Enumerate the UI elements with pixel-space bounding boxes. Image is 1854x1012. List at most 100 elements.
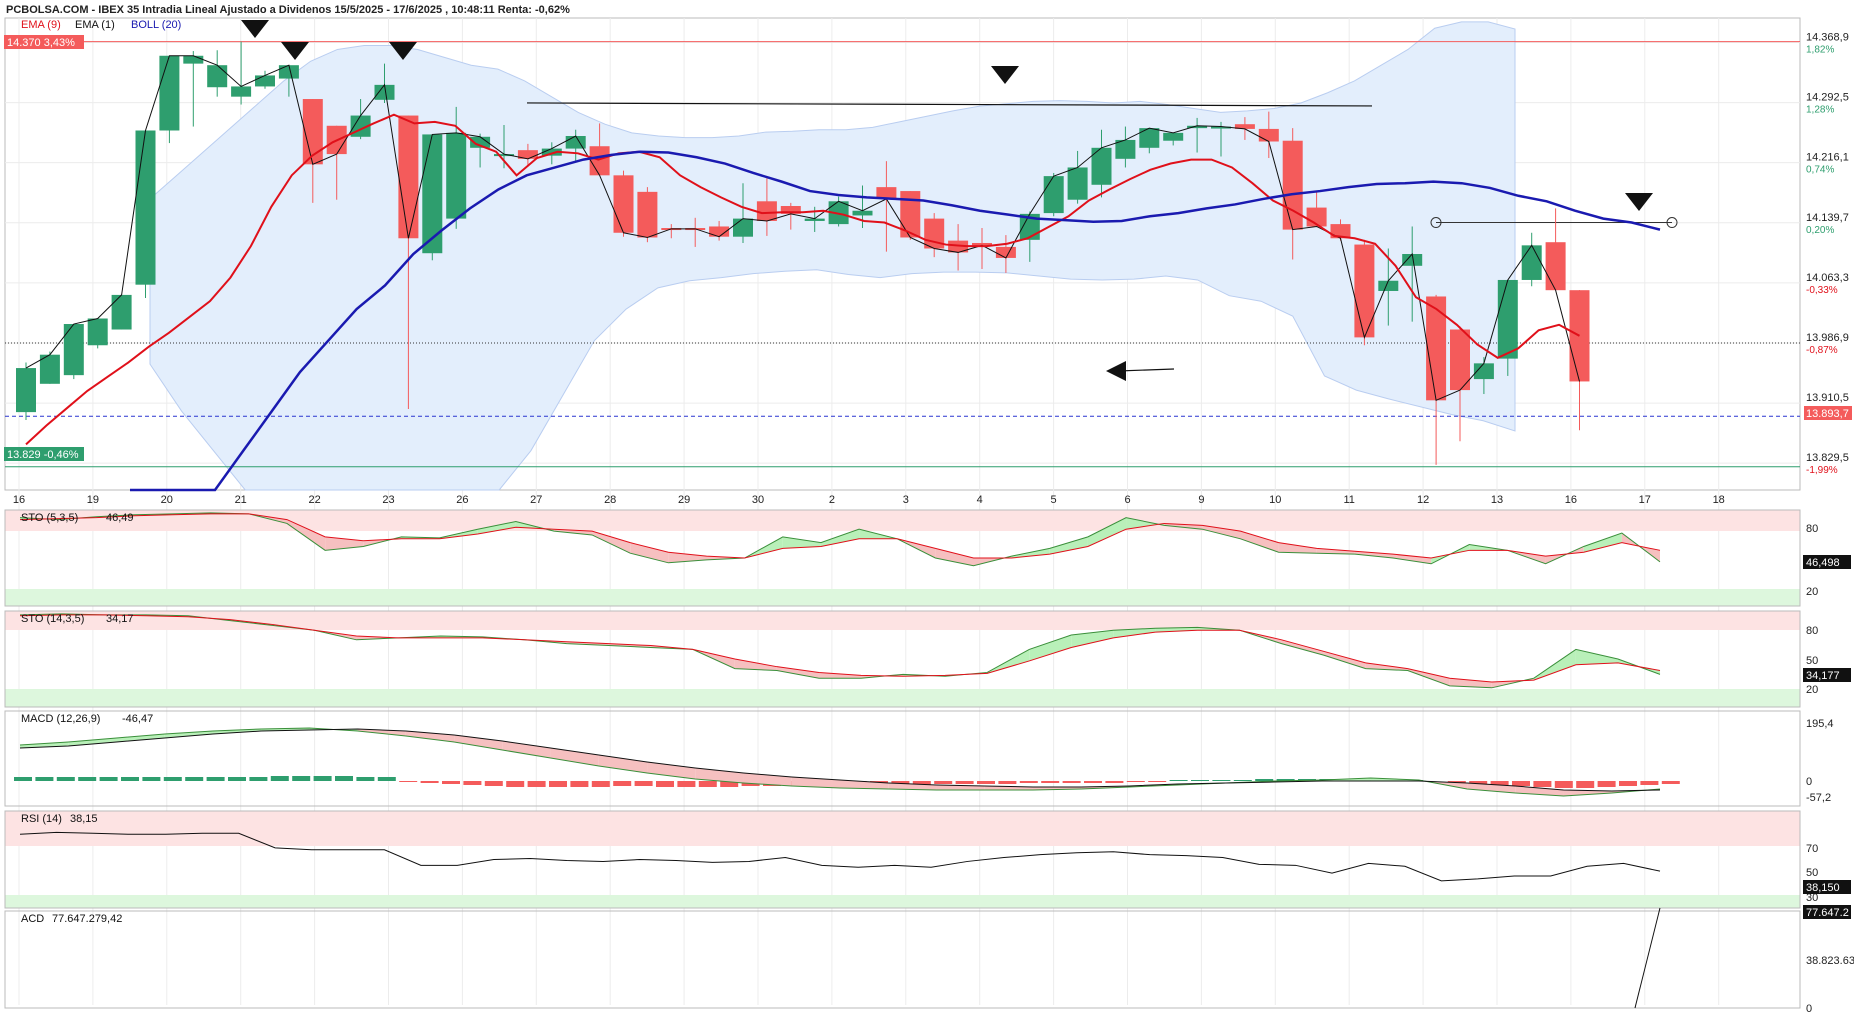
candle-body — [972, 242, 992, 246]
x-tick-label: 9 — [1198, 494, 1204, 506]
macd-histogram-bar — [228, 777, 246, 781]
macd-fill — [550, 748, 599, 766]
indicator-level-label: 195,4 — [1806, 718, 1834, 730]
candle-body — [207, 65, 228, 88]
bottom-line-tag-bg — [4, 447, 84, 461]
candle-body — [16, 368, 36, 413]
stoch-fast-value: 46,49 — [106, 512, 134, 524]
x-tick-label: 17 — [1639, 494, 1651, 506]
stoch-slow-d-line — [19, 614, 1661, 683]
macd-histogram-bar — [1447, 781, 1466, 783]
macd-histogram-bar — [1212, 780, 1231, 781]
rsi-line — [19, 831, 1661, 882]
acd-line — [1634, 907, 1661, 1009]
last-price-tag: 13.893,7 — [1806, 408, 1849, 420]
macd-fill — [68, 738, 117, 746]
macd-fill — [116, 734, 165, 742]
candle-body — [1378, 280, 1399, 291]
macd-histogram-bar — [977, 781, 995, 784]
indicator-level-label: 80 — [1806, 625, 1818, 637]
candle-body — [995, 246, 1016, 258]
indicator-level-label: 38.823.63 — [1806, 955, 1854, 967]
x-tick-label: 28 — [604, 494, 616, 506]
macd-histogram-bar — [1619, 781, 1637, 786]
macd-histogram-bar — [163, 777, 182, 781]
acd-label: ACD — [21, 913, 44, 925]
candle-body — [1521, 245, 1542, 280]
macd-histogram-bar — [99, 777, 118, 781]
y-tick-pct: 1,28% — [1806, 105, 1834, 116]
stoch-fast-fill — [1278, 542, 1317, 554]
stoch-slow-tag: 34,177 — [1806, 670, 1840, 682]
candle-body — [302, 99, 323, 165]
macd-histogram-bar — [121, 777, 139, 781]
macd-histogram-bar — [634, 781, 653, 786]
stoch-slow-fill — [1575, 649, 1618, 665]
down-triangle-marker — [389, 42, 417, 60]
macd-histogram-bar — [463, 781, 482, 785]
candle-body — [756, 201, 777, 221]
macd-histogram-bar — [1255, 779, 1274, 781]
macd-signal-line — [19, 728, 1661, 792]
macd-fill — [1563, 790, 1612, 796]
macd-histogram-bar — [527, 781, 546, 787]
y-tick-label: 13.986,9 — [1806, 332, 1849, 344]
candles — [16, 41, 1590, 465]
macd-histogram-bar — [1233, 780, 1252, 781]
macd-fill — [164, 731, 213, 738]
macd-histogram-bar — [206, 777, 225, 781]
macd-histogram-bar — [1554, 781, 1573, 788]
candle-body — [1234, 124, 1255, 129]
macd-histogram-bar — [1019, 781, 1038, 783]
indicator-level-label: 20 — [1806, 684, 1818, 696]
candle-body — [1163, 132, 1184, 141]
chart-title: PCBOLSA.COM - IBEX 35 Intradia Lineal Aj… — [6, 4, 570, 16]
rsi-label: RSI (14) — [21, 813, 62, 825]
macd-fill — [647, 762, 696, 779]
x-tick-label: 20 — [161, 494, 173, 506]
y-tick-label: 14.063,3 — [1806, 272, 1849, 284]
indicator-zone — [5, 811, 1800, 846]
y-tick-pct: -1,99% — [1806, 465, 1838, 476]
stoch-fast-tag-bg — [1803, 555, 1851, 569]
indicator-level-label: 80 — [1806, 523, 1818, 535]
macd-histogram-bar — [506, 781, 525, 787]
macd-histogram-bar — [1512, 781, 1530, 786]
stoch-fast-tag: 46,498 — [1806, 557, 1840, 569]
candle-body — [1043, 176, 1064, 214]
candle-body — [39, 354, 60, 384]
ema1-line — [25, 55, 1580, 402]
macd-histogram-bar — [1105, 781, 1124, 783]
acd-tag: 77.647.2 — [1806, 907, 1849, 919]
macd-histogram-bar — [570, 781, 589, 787]
x-tick-label: 4 — [977, 494, 983, 506]
macd-histogram-bar — [56, 777, 75, 781]
macd-histogram-bar — [185, 777, 204, 781]
macd-histogram-bar — [142, 777, 161, 781]
macd-value: -46,47 — [122, 713, 153, 725]
candle-body — [1091, 147, 1112, 185]
macd-histogram-bar — [1148, 781, 1167, 782]
x-tick-label: 26 — [456, 494, 468, 506]
candle-body — [1187, 125, 1208, 129]
stoch-fast-panel — [4, 509, 1801, 607]
indicator-level-label: 0 — [1806, 776, 1812, 788]
indicator-level-label: 50 — [1806, 867, 1818, 879]
macd-histogram-bar — [1169, 780, 1188, 781]
candle-body — [900, 191, 921, 238]
stoch-fast-fill — [286, 519, 326, 551]
stoch-fast-fill — [1583, 533, 1622, 553]
down-triangle-marker — [241, 20, 269, 38]
stoch-slow-tag-bg — [1803, 668, 1851, 682]
bottom-line-tag: 13.829 -0,46% — [7, 449, 79, 461]
indicator-zone — [5, 510, 1800, 531]
candle-body — [1067, 167, 1088, 200]
candle-body — [517, 150, 538, 159]
x-tick-label: 22 — [308, 494, 320, 506]
y-tick-pct: 0,20% — [1806, 225, 1834, 236]
indicator-level-label: 50 — [1806, 655, 1818, 667]
candle-body — [374, 84, 395, 100]
ema9-line — [25, 113, 1580, 446]
x-tick-label: 13 — [1491, 494, 1503, 506]
